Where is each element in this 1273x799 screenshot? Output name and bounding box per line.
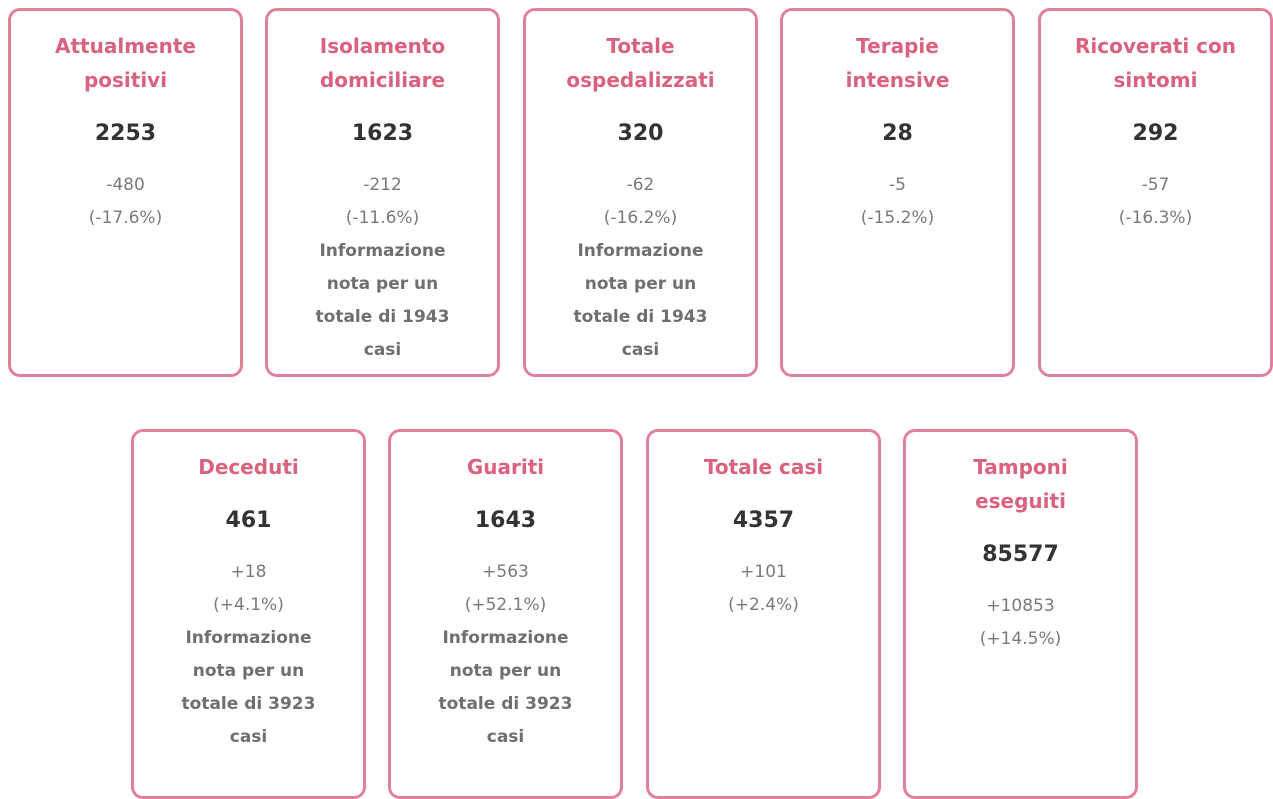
card-percent: (+52.1%) xyxy=(464,595,547,615)
card-title: Deceduti xyxy=(198,455,299,479)
card-change: +563 xyxy=(482,562,529,582)
card-value: 1623 xyxy=(351,121,414,146)
card-change: -62 xyxy=(626,175,655,195)
card-value: 85577 xyxy=(982,542,1059,567)
card-value: 461 xyxy=(225,508,272,533)
card-value: 320 xyxy=(617,121,664,146)
card-value: 4357 xyxy=(732,508,795,533)
card-value: 28 xyxy=(882,121,913,146)
card-title: Isolamento domiciliare xyxy=(319,34,446,92)
card-percent: (-16.2%) xyxy=(603,208,678,228)
stat-card: Guariti 1643 +563 (+52.1%) Informazione nota… xyxy=(388,429,623,799)
stat-card: Totale ospedalizzati 320 -62 (-16.2%) Inform… xyxy=(523,8,758,377)
stat-card: Isolamento domiciliare 1623 -212 (-11.6%) In… xyxy=(265,8,500,377)
stat-card: Ricoverati con sintomi 292 -57 (-16.3%) xyxy=(1038,8,1273,377)
card-change: -212 xyxy=(363,175,402,195)
card-percent: (+4.1%) xyxy=(213,595,284,615)
stat-card: Deceduti 461 +18 (+4.1%) Informazione nota p… xyxy=(131,429,366,799)
card-value: 2253 xyxy=(94,121,157,146)
card-change: +18 xyxy=(230,562,267,582)
card-change: -57 xyxy=(1141,175,1170,195)
card-change: -480 xyxy=(106,175,145,195)
card-change: +101 xyxy=(740,562,787,582)
card-title: Terapie intensive xyxy=(845,34,950,92)
card-note: Informazione nota per un totale di 1943 … xyxy=(573,241,708,360)
card-percent: (+14.5%) xyxy=(979,629,1062,649)
card-title: Ricoverati con sintomi xyxy=(1074,34,1237,92)
card-title: Totale casi xyxy=(703,455,824,479)
card-title: Attualmente positivi xyxy=(55,34,196,92)
card-title: Totale ospedalizzati xyxy=(566,34,715,92)
stat-card: Terapie intensive 28 -5 (-15.2%) xyxy=(780,8,1015,377)
stat-card: Tamponi eseguiti 85577 +10853 (+14.5%) xyxy=(903,429,1138,799)
card-change: +10853 xyxy=(986,596,1055,616)
card-percent: (-16.3%) xyxy=(1118,208,1193,228)
card-percent: (+2.4%) xyxy=(728,595,799,615)
card-note: Informazione nota per un totale di 3923 … xyxy=(438,628,573,747)
card-value: 1643 xyxy=(474,508,537,533)
card-percent: (-15.2%) xyxy=(860,208,935,228)
card-change: -5 xyxy=(889,175,906,195)
card-title: Tamponi eseguiti xyxy=(973,455,1068,513)
card-note: Informazione nota per un totale di 3923 … xyxy=(181,628,316,747)
stat-card: Attualmente positivi 2253 -480 (-17.6%) xyxy=(8,8,243,377)
card-percent: (-11.6%) xyxy=(345,208,420,228)
card-note: Informazione nota per un totale di 1943 … xyxy=(315,241,450,360)
card-percent: (-17.6%) xyxy=(88,208,163,228)
card-title: Guariti xyxy=(466,455,545,479)
card-value: 292 xyxy=(1132,121,1179,146)
stat-card: Totale casi 4357 +101 (+2.4%) xyxy=(646,429,881,799)
